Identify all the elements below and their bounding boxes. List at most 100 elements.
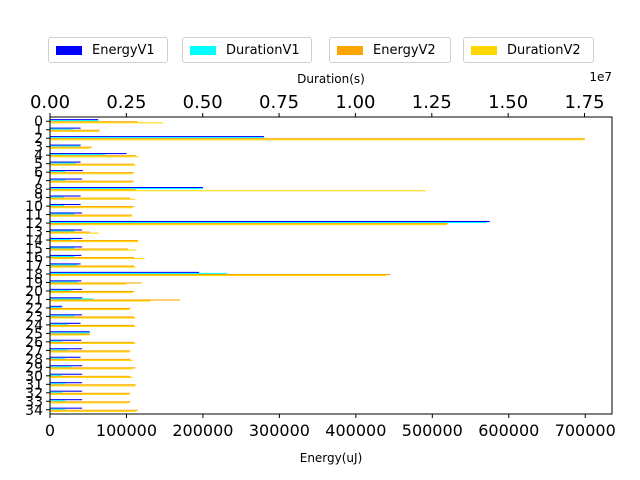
bar-EnergyV2-1: [50, 129, 100, 131]
bar-DurationV1-28: [50, 357, 66, 359]
bar-DurationV1-1: [50, 128, 73, 130]
bar-DurationV2-2: [50, 139, 585, 141]
bar-DurationV2-17: [50, 266, 136, 268]
bar-DurationV1-34: [50, 408, 66, 410]
bar-EnergyV2-13: [50, 231, 90, 233]
y-tick-label: 8: [34, 182, 43, 198]
bar-DurationV1-20: [50, 289, 72, 291]
legend-label: DurationV1: [226, 42, 300, 58]
top-tick-label: 1.25: [412, 92, 452, 113]
bar-EnergyV2-33: [50, 401, 131, 403]
y-tick-label: 4: [34, 148, 43, 164]
legend-entry-EnergyV2: EnergyV2: [329, 37, 451, 63]
bar-DurationV1-4: [50, 154, 105, 156]
bar-DurationV2-16: [50, 258, 145, 260]
top-tick-label: 1.50: [488, 92, 528, 113]
bar-DurationV1-33: [50, 400, 66, 402]
bar-DurationV1-24: [50, 323, 69, 325]
bar-EnergyV2-9: [50, 197, 131, 199]
bottom-tick-label: 300000: [249, 421, 310, 440]
y-tick-label: 14: [25, 233, 43, 249]
y-tick-label: 12: [25, 216, 43, 232]
bar-EnergyV2-21: [50, 299, 180, 301]
bar-EnergyV1-2: [50, 136, 265, 138]
legend-swatch: [471, 45, 497, 55]
bar-EnergyV1-20: [50, 288, 83, 290]
bar-EnergyV2-8: [50, 189, 136, 191]
bar-EnergyV1-28: [50, 356, 81, 358]
bar-EnergyV1-22: [50, 305, 63, 307]
bar-EnergyV2-26: [50, 341, 135, 343]
legend-label: EnergyV1: [92, 42, 155, 58]
bottom-tick-label: 500000: [402, 421, 463, 440]
bar-EnergyV2-25: [50, 333, 90, 335]
bar-DurationV1-25: [50, 332, 90, 334]
bar-EnergyV1-34: [50, 407, 83, 409]
bar-DurationV1-7: [50, 179, 66, 181]
bar-EnergyV1-21: [50, 297, 83, 299]
y-tick-label: 29: [25, 360, 43, 376]
bar-DurationV2-21: [50, 300, 151, 302]
y-tick-label: 28: [25, 352, 43, 368]
y-tick-label: 24: [25, 318, 43, 334]
bar-EnergyV2-7: [50, 180, 135, 182]
y-tick-label: 25: [25, 326, 43, 342]
bar-DurationV2-34: [50, 410, 136, 412]
bar-EnergyV2-14: [50, 240, 138, 242]
bar-EnergyV1-1: [50, 127, 81, 129]
y-tick-label: 6: [34, 165, 43, 181]
bar-EnergyV2-19: [50, 282, 142, 284]
bar-EnergyV2-24: [50, 324, 135, 326]
bar-EnergyV1-10: [50, 203, 81, 206]
bar-DurationV1-32: [50, 391, 63, 393]
bar-DurationV2-5: [50, 164, 136, 166]
bar-DurationV2-32: [50, 393, 130, 395]
bar-DurationV1-11: [50, 213, 75, 215]
y-tick-label: 16: [25, 250, 43, 266]
bar-EnergyV1-4: [50, 153, 127, 155]
bar-DurationV1-9: [50, 196, 64, 198]
bar-DurationV2-18: [50, 275, 386, 277]
bar-DurationV2-29: [50, 368, 133, 370]
bar-DurationV1-17: [50, 264, 78, 266]
bar-DurationV2-1: [50, 130, 99, 132]
bar-DurationV2-24: [50, 325, 136, 328]
bar-DurationV1-27: [50, 349, 69, 351]
top-tick-label: 1.00: [335, 92, 375, 113]
bottom-tick-label: 0: [45, 421, 55, 440]
bar-DurationV2-22: [50, 308, 130, 311]
bar-EnergyV2-34: [50, 409, 138, 411]
bar-DurationV2-33: [50, 402, 130, 404]
bar-EnergyV2-20: [50, 290, 135, 293]
bottom-tick-label: 600000: [478, 421, 539, 440]
plot-frame: [49, 116, 613, 415]
bar-EnergyV2-30: [50, 375, 131, 377]
y-tick-label: 23: [25, 309, 43, 325]
top-axis: 0.00 0.25 0.50 0.75 1.00 1.25 1.50 1.75: [30, 92, 605, 117]
bar-DurationV2-13: [50, 232, 99, 234]
bar-DurationV1-2: [50, 137, 264, 139]
bar-DurationV2-9: [50, 198, 136, 200]
bar-EnergyV2-11: [50, 214, 132, 216]
y-tick-label: 26: [25, 335, 43, 351]
bar-EnergyV1-13: [50, 229, 83, 231]
y-tick-label: 22: [25, 301, 43, 317]
bar-DurationV1-13: [50, 230, 75, 232]
y-tick-label: 5: [34, 157, 43, 173]
bar-EnergyV1-25: [50, 331, 90, 333]
bar-EnergyV1-31: [50, 382, 83, 384]
bar-DurationV2-30: [50, 376, 133, 378]
bar-EnergyV2-23: [50, 316, 135, 318]
bar-DurationV1-31: [50, 383, 66, 385]
bar-EnergyV2-2: [50, 138, 586, 140]
top-tick-label: 0.25: [106, 92, 146, 113]
bar-EnergyV2-32: [50, 392, 131, 394]
bar-EnergyV2-18: [50, 273, 391, 276]
x-axis-label-bottom: Energy(uJ): [300, 451, 363, 465]
bar-DurationV2-3: [50, 147, 90, 149]
y-tick-label: 34: [25, 403, 43, 419]
y-tick-label: 21: [25, 292, 43, 308]
bar-EnergyV2-6: [50, 172, 135, 174]
bottom-tick-label: 400000: [325, 421, 386, 440]
bar-DurationV1-21: [50, 298, 93, 300]
